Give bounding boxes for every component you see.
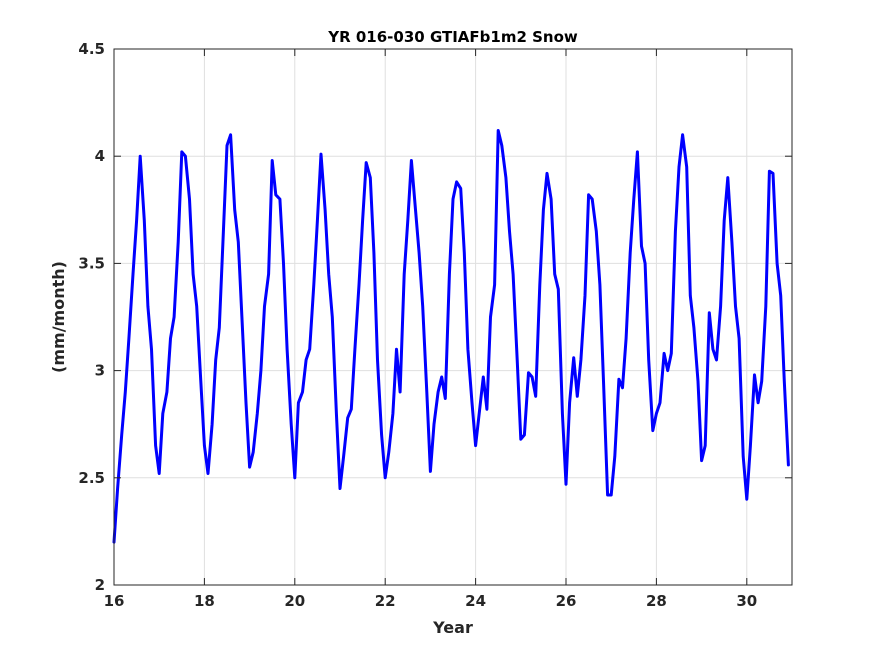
y-tick-label: 2 bbox=[95, 576, 105, 594]
ticks: 16 18 20 22 24 26 28 30 2 2.5 3 3.5 4 4.5 bbox=[78, 40, 792, 610]
x-tick-label: 18 bbox=[194, 592, 215, 610]
x-axis-label: Year bbox=[432, 618, 473, 637]
y-tick-label: 4 bbox=[95, 147, 105, 165]
plot-area bbox=[114, 49, 792, 585]
series-line bbox=[112, 129, 790, 544]
x-tick-label: 16 bbox=[104, 592, 125, 610]
x-tick-label: 30 bbox=[736, 592, 757, 610]
series-layer bbox=[112, 129, 790, 544]
x-tick-label: 20 bbox=[284, 592, 305, 610]
y-tick-label: 3.5 bbox=[78, 254, 105, 272]
y-axis-label: (mm/month) bbox=[49, 261, 68, 373]
axes-frame bbox=[113, 48, 793, 586]
x-tick-label: 22 bbox=[375, 592, 396, 610]
y-tick-label: 4.5 bbox=[78, 40, 105, 58]
x-tick-label: 24 bbox=[465, 592, 486, 610]
y-tick-label: 3 bbox=[95, 362, 105, 380]
x-tick-label: 28 bbox=[646, 592, 667, 610]
x-tick-label: 26 bbox=[556, 592, 577, 610]
chart-title: YR 016-030 GTIAFb1m2 Snow bbox=[327, 28, 578, 46]
y-tick-label: 2.5 bbox=[78, 469, 105, 487]
